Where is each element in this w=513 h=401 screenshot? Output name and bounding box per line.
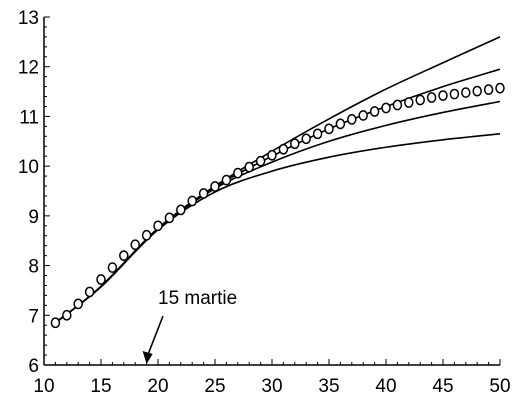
data-point-marker [472, 85, 482, 97]
series-line-3 [54, 100, 501, 324]
x-tick-label: 10 [33, 376, 54, 397]
y-tick-label: 12 [18, 58, 39, 79]
data-point-marker [107, 262, 118, 273]
y-tick-label: 7 [28, 306, 39, 327]
x-tick-label: 30 [261, 376, 282, 397]
data-point-marker [50, 317, 61, 329]
data-point-marker [483, 84, 494, 95]
series-line-2 [54, 68, 501, 324]
x-tick-label: 35 [318, 376, 339, 397]
data-point-marker [290, 138, 300, 150]
annotation-arrow-head [142, 351, 153, 364]
x-tick-label: 45 [432, 376, 453, 397]
data-point-marker [449, 88, 460, 100]
data-point-marker [164, 212, 175, 224]
data-point-marker [312, 128, 323, 140]
data-point-marker [278, 143, 289, 155]
axes [43, 17, 500, 366]
data-point-marker [358, 110, 368, 121]
data-point-marker [84, 286, 95, 298]
x-tick-label: 50 [489, 376, 510, 397]
data-point-marker [233, 167, 243, 179]
data-point-marker [141, 229, 152, 241]
data-point-marker [404, 97, 414, 108]
data-point-marker [119, 250, 129, 261]
data-point-marker [461, 87, 471, 98]
data-point-marker [347, 114, 357, 125]
y-tick-label: 10 [18, 157, 39, 178]
ticks: 10 15 20 25 30 35 40 45 50 6 7 8 9 10 11 12 13 [18, 8, 511, 397]
annotation-label: 15 martie [158, 288, 237, 309]
series-line-1 [54, 36, 501, 324]
series-lines [54, 36, 501, 324]
data-point-marker [153, 220, 163, 232]
data-point-marker [244, 161, 254, 173]
data-point-marker [96, 274, 106, 285]
data-point-marker [267, 149, 277, 161]
data-point-marker [73, 298, 83, 310]
data-point-marker [198, 188, 209, 199]
data-point-marker [210, 181, 220, 192]
data-point-marker [301, 133, 311, 145]
data-point-marker [415, 94, 425, 106]
y-tick-label: 9 [28, 207, 39, 228]
y-tick-label: 13 [18, 8, 39, 29]
series-markers [50, 82, 505, 329]
data-point-marker [335, 118, 346, 130]
y-tick-label: 6 [28, 356, 39, 377]
data-point-marker [381, 102, 391, 114]
data-point-marker [255, 155, 266, 167]
data-point-marker [130, 239, 140, 251]
data-point-marker [426, 92, 437, 103]
y-tick-label: 8 [28, 257, 39, 278]
data-point-marker [369, 106, 380, 117]
data-point-marker [438, 90, 448, 101]
data-point-marker [324, 123, 334, 135]
data-point-marker [392, 99, 403, 111]
series-line-4 [54, 133, 501, 324]
x-tick-label: 25 [204, 376, 225, 397]
x-tick-label: 20 [147, 376, 168, 397]
y-tick-label: 11 [19, 107, 39, 128]
x-tick-label: 40 [375, 376, 396, 397]
data-point-marker [221, 174, 232, 186]
annotation-group: 15 martie [142, 288, 237, 364]
data-point-marker [62, 309, 72, 321]
data-point-marker [187, 195, 197, 207]
data-point-marker [495, 82, 505, 94]
annotation-arrow-line [147, 315, 164, 354]
data-point-marker [176, 204, 186, 216]
x-tick-label: 15 [90, 376, 111, 397]
